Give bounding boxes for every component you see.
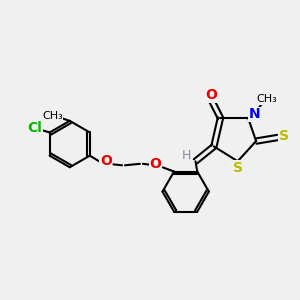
Text: CH₃: CH₃ [42,111,63,122]
Text: O: O [150,157,162,171]
Text: S: S [233,161,243,175]
Text: S: S [279,129,289,143]
Text: Cl: Cl [27,121,42,135]
Text: N: N [249,107,260,121]
Text: CH₃: CH₃ [256,94,277,104]
Text: H: H [181,149,191,162]
Text: O: O [206,88,218,102]
Text: O: O [100,154,112,168]
